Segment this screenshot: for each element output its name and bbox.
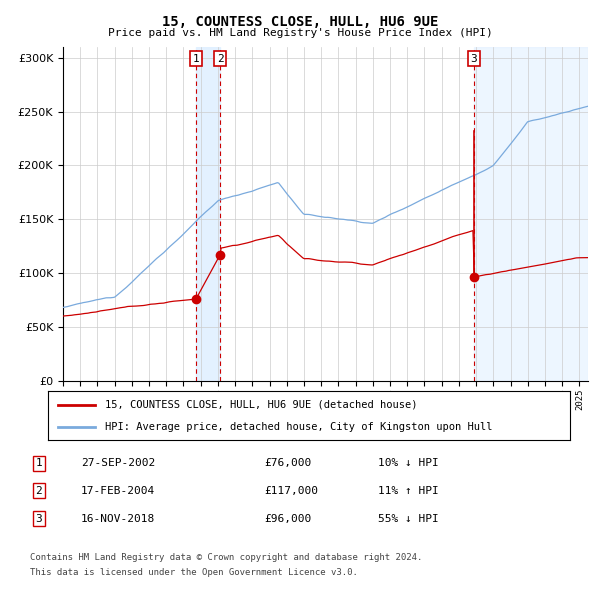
Text: £96,000: £96,000: [264, 514, 311, 523]
Text: 1: 1: [193, 54, 200, 64]
Text: 2: 2: [217, 54, 224, 64]
Text: 15, COUNTESS CLOSE, HULL, HU6 9UE: 15, COUNTESS CLOSE, HULL, HU6 9UE: [162, 15, 438, 29]
Text: 11% ↑ HPI: 11% ↑ HPI: [378, 486, 439, 496]
Text: Price paid vs. HM Land Registry's House Price Index (HPI): Price paid vs. HM Land Registry's House …: [107, 28, 493, 38]
Text: £117,000: £117,000: [264, 486, 318, 496]
Text: 55% ↓ HPI: 55% ↓ HPI: [378, 514, 439, 523]
Text: 17-FEB-2004: 17-FEB-2004: [81, 486, 155, 496]
Text: 27-SEP-2002: 27-SEP-2002: [81, 458, 155, 468]
Text: 3: 3: [470, 54, 478, 64]
Text: 3: 3: [35, 514, 43, 523]
Text: 2: 2: [35, 486, 43, 496]
Text: £76,000: £76,000: [264, 458, 311, 468]
Text: HPI: Average price, detached house, City of Kingston upon Hull: HPI: Average price, detached house, City…: [106, 422, 493, 432]
Bar: [474, 47, 588, 381]
Bar: [196, 47, 220, 381]
Text: 16-NOV-2018: 16-NOV-2018: [81, 514, 155, 523]
Text: 1: 1: [35, 458, 43, 468]
Text: This data is licensed under the Open Government Licence v3.0.: This data is licensed under the Open Gov…: [30, 568, 358, 577]
Text: 15, COUNTESS CLOSE, HULL, HU6 9UE (detached house): 15, COUNTESS CLOSE, HULL, HU6 9UE (detac…: [106, 399, 418, 409]
Text: Contains HM Land Registry data © Crown copyright and database right 2024.: Contains HM Land Registry data © Crown c…: [30, 553, 422, 562]
Text: 10% ↓ HPI: 10% ↓ HPI: [378, 458, 439, 468]
